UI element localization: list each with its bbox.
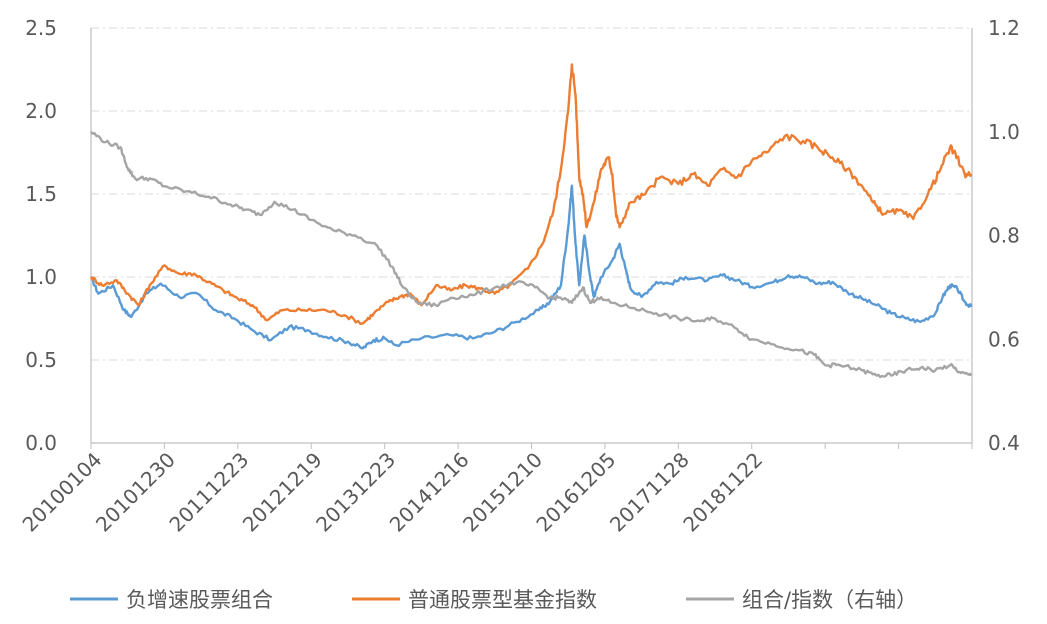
legend-label: 负增速股票组合 bbox=[126, 588, 273, 612]
x-tick-label: 20181122 bbox=[678, 448, 767, 537]
left-tick-label: 2.5 bbox=[25, 16, 57, 40]
series-layer bbox=[89, 63, 973, 379]
left-tick-label: 0.5 bbox=[25, 348, 57, 372]
series-line-3 bbox=[90, 130, 973, 379]
right-axis-ticks: 0.4 0.6 0.8 1.0 1.2 bbox=[988, 16, 1020, 455]
right-tick-label: 0.8 bbox=[988, 224, 1020, 248]
x-tick-label: 20141216 bbox=[385, 448, 474, 537]
legend: 负增速股票组合 普通股票型基金指数 组合/指数（右轴） bbox=[70, 588, 917, 612]
axes bbox=[90, 28, 973, 444]
x-tick-label: 20100104 bbox=[18, 448, 107, 537]
right-tick-label: 0.4 bbox=[988, 431, 1020, 455]
x-tick-label: 20151210 bbox=[458, 448, 547, 537]
x-tick-label: 20171128 bbox=[605, 448, 694, 537]
x-tick-label: 20101230 bbox=[91, 448, 180, 537]
legend-label: 组合/指数（右轴） bbox=[742, 588, 917, 612]
right-tick-label: 0.6 bbox=[988, 327, 1020, 351]
right-tick-label: 1.0 bbox=[988, 120, 1020, 144]
left-axis-ticks: 0.0 0.5 1.0 1.5 2.0 2.5 bbox=[25, 16, 57, 455]
x-axis-ticks: 2010010420101230201112232012121920131223… bbox=[18, 443, 973, 537]
left-tick-label: 2.0 bbox=[25, 99, 57, 123]
left-tick-label: 1.0 bbox=[25, 265, 57, 289]
series-line-1 bbox=[90, 184, 973, 350]
legend-label: 普通股票型基金指数 bbox=[408, 588, 597, 612]
x-tick-label: 20111223 bbox=[164, 448, 253, 537]
x-tick-label: 20131223 bbox=[311, 448, 400, 537]
left-tick-label: 1.5 bbox=[25, 182, 57, 206]
x-tick-label: 20121219 bbox=[238, 448, 327, 537]
grid-lines bbox=[91, 27, 972, 361]
x-tick-label: 20161205 bbox=[532, 448, 621, 537]
left-tick-label: 0.0 bbox=[25, 431, 57, 455]
series-line-2 bbox=[89, 63, 973, 325]
right-tick-label: 1.2 bbox=[988, 16, 1020, 40]
